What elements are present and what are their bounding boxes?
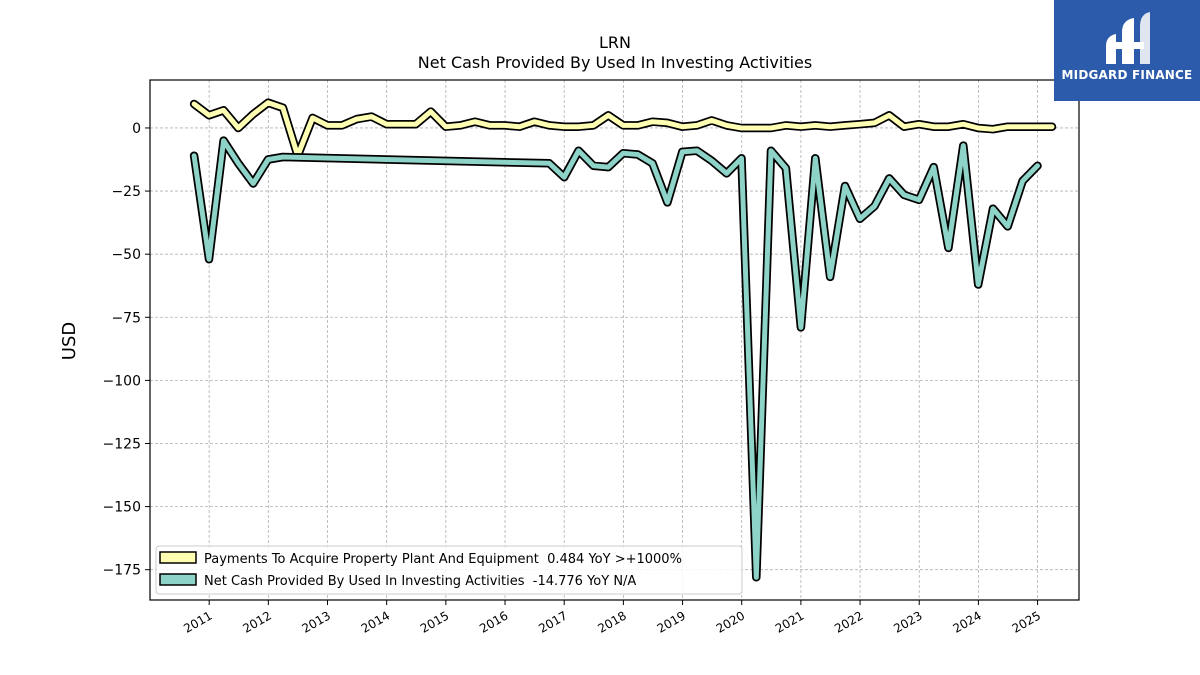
plot-frame [149, 79, 1080, 601]
y-tick-label: −75 [111, 310, 141, 326]
x-tick-label: 2020 [714, 608, 747, 635]
legend: Payments To Acquire Property Plant And E… [155, 545, 743, 595]
x-tick-label: 2024 [950, 608, 983, 635]
series-investing-line [191, 138, 1040, 580]
x-tick-label: 2019 [655, 608, 688, 635]
x-tick-label: 2013 [300, 608, 333, 635]
x-ticks: 2011 2012 2013 2014 2015 2016 2017 2018 2019 2020… [181, 600, 1043, 636]
x-tick-label: 2014 [359, 608, 392, 635]
y-tick-label: −175 [103, 563, 141, 579]
legend-label-capex: Payments To Acquire Property Plant And E… [204, 552, 682, 567]
x-tick-label: 2016 [477, 608, 510, 635]
y-tick-label: −100 [103, 373, 141, 389]
chart-subtitle: Net Cash Provided By Used In Investing A… [418, 53, 812, 72]
x-tick-label: 2012 [240, 608, 273, 635]
legend-swatch-capex [159, 551, 197, 564]
logo-mark-icon [1106, 12, 1150, 64]
x-tick-label: 2017 [536, 608, 569, 635]
x-tick-label: 2011 [181, 608, 214, 635]
y-tick-label: −50 [111, 247, 141, 263]
y-tick-label: −25 [111, 184, 141, 200]
y-axis-label: USD [59, 322, 80, 360]
x-tick-label: 2018 [595, 608, 628, 635]
chart-title: LRN [599, 33, 631, 52]
series-capex-line [191, 100, 1055, 159]
brand-name: MIDGARD FINANCE [1061, 68, 1193, 82]
brand-logo: MIDGARD FINANCE [1054, 0, 1200, 101]
legend-label-investing: Net Cash Provided By Used In Investing A… [204, 574, 636, 589]
y-ticks: 0 −25 −50 −75 −100 −125 −150 −175 [103, 121, 150, 579]
y-tick-label: −125 [103, 436, 141, 452]
x-tick-label: 2023 [891, 608, 924, 635]
x-tick-label: 2025 [1010, 608, 1043, 635]
y-tick-label: 0 [132, 121, 141, 137]
x-tick-label: 2021 [773, 608, 806, 635]
series-investing-outline [189, 136, 1042, 582]
series-lines [189, 98, 1057, 582]
legend-box [155, 545, 743, 595]
y-tick-label: −150 [103, 500, 141, 516]
legend-swatch-investing [159, 573, 197, 586]
x-tick-label: 2022 [832, 608, 865, 635]
x-tick-label: 2015 [418, 608, 451, 635]
